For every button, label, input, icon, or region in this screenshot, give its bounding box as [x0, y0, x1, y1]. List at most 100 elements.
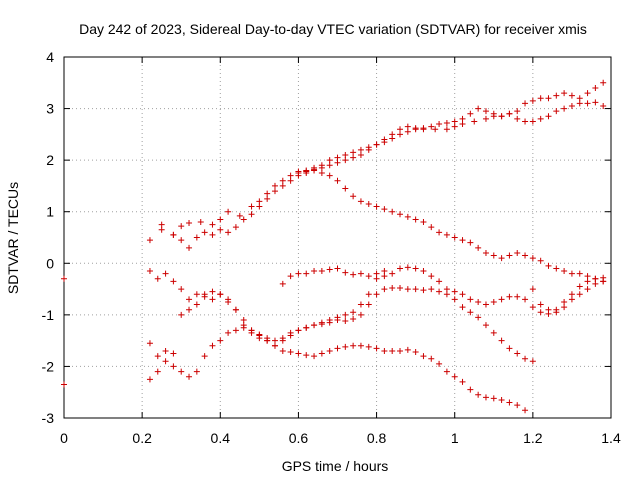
data-point-5 — [146, 268, 153, 275]
data-point-3 — [225, 229, 232, 236]
data-point-3 — [232, 224, 239, 231]
data-point-2 — [568, 102, 575, 109]
data-point-5 — [420, 353, 427, 360]
data-point-5 — [506, 399, 513, 406]
data-point-5 — [490, 395, 497, 402]
data-point-8 — [303, 270, 310, 277]
data-point-5 — [365, 343, 372, 350]
data-point-5 — [193, 301, 200, 308]
x-axis-label: GPS time / hours — [282, 458, 389, 474]
data-point-5 — [459, 378, 466, 385]
data-point-3 — [279, 182, 286, 189]
data-point-5 — [498, 396, 505, 403]
data-point-7 — [475, 298, 482, 305]
data-point-2 — [287, 172, 294, 179]
data-point-4 — [584, 273, 591, 280]
data-point-8 — [326, 266, 333, 273]
data-point-2 — [576, 100, 583, 107]
data-point-4 — [545, 262, 552, 269]
data-point-7 — [584, 278, 591, 285]
data-point-3 — [186, 244, 193, 251]
data-point-8 — [334, 265, 341, 272]
data-point-4 — [357, 198, 364, 205]
data-point-6 — [217, 337, 224, 344]
data-point-6 — [178, 368, 185, 375]
y-tick-label: -3 — [42, 410, 55, 426]
data-point-8 — [381, 268, 388, 275]
data-point-7 — [443, 286, 450, 293]
data-point-5 — [326, 347, 333, 354]
data-point-6 — [397, 285, 404, 292]
data-point-2 — [256, 198, 263, 205]
data-point-7 — [232, 306, 239, 313]
y-tick-label: 2 — [46, 152, 54, 168]
data-point-2 — [545, 113, 552, 120]
y-axis-label: SDTVAR / TECUs — [5, 182, 21, 294]
data-point-7 — [467, 296, 474, 303]
data-point-3 — [529, 97, 536, 104]
data-point-6 — [209, 342, 216, 349]
data-point-6 — [482, 322, 489, 329]
data-point-4 — [428, 224, 435, 231]
data-point-7 — [311, 322, 318, 329]
data-point-7 — [389, 270, 396, 277]
data-point-2 — [584, 100, 591, 107]
data-point-2 — [553, 108, 560, 115]
data-point-6 — [522, 355, 529, 362]
data-point-7 — [561, 298, 568, 305]
data-point-3 — [381, 136, 388, 143]
data-point-5 — [303, 352, 310, 359]
data-point-2 — [357, 146, 364, 153]
data-point-7 — [420, 268, 427, 275]
data-point-3 — [342, 157, 349, 164]
data-point-8 — [287, 273, 294, 280]
data-point-6 — [428, 286, 435, 293]
data-point-6 — [373, 291, 380, 298]
data-point-4 — [420, 219, 427, 226]
data-point-2 — [350, 149, 357, 156]
data-point-2 — [248, 203, 255, 210]
data-point-4 — [467, 239, 474, 246]
data-point-3 — [248, 211, 255, 218]
data-point-7 — [357, 301, 364, 308]
data-point-8 — [318, 268, 325, 275]
data-point-2 — [471, 118, 478, 125]
data-point-3 — [389, 131, 396, 138]
data-point-2 — [264, 190, 271, 197]
data-point-5 — [451, 373, 458, 380]
data-point-2 — [209, 221, 216, 228]
data-point-2 — [225, 208, 232, 215]
data-point-4 — [436, 229, 443, 236]
data-point-3 — [428, 123, 435, 130]
data-point-8 — [350, 271, 357, 278]
data-point-5 — [240, 317, 247, 324]
data-point-5 — [295, 350, 302, 357]
data-point-4 — [365, 200, 372, 207]
data-point-7 — [482, 301, 489, 308]
data-point-2 — [600, 102, 607, 109]
data-point-5 — [170, 278, 177, 285]
data-point-3 — [482, 108, 489, 115]
data-point-5 — [576, 291, 583, 298]
data-point-8 — [279, 280, 286, 287]
data-point-4 — [295, 170, 302, 177]
data-point-7 — [271, 342, 278, 349]
data-point-5 — [318, 350, 325, 357]
x-tick-label: 0.8 — [367, 430, 387, 446]
data-point-7 — [529, 304, 536, 311]
data-point-7 — [545, 310, 552, 317]
data-point-3 — [217, 226, 224, 233]
data-point-3 — [193, 234, 200, 241]
data-point-5 — [514, 402, 521, 409]
data-point-7 — [318, 319, 325, 326]
data-point-7 — [514, 293, 521, 300]
data-point-5 — [467, 386, 474, 393]
data-point-7 — [162, 347, 169, 354]
data-point-6 — [342, 318, 349, 325]
data-point-6 — [498, 337, 505, 344]
data-point-3 — [576, 95, 583, 102]
data-point-6 — [350, 315, 357, 322]
data-point-7 — [342, 311, 349, 318]
data-point-6 — [201, 353, 208, 360]
